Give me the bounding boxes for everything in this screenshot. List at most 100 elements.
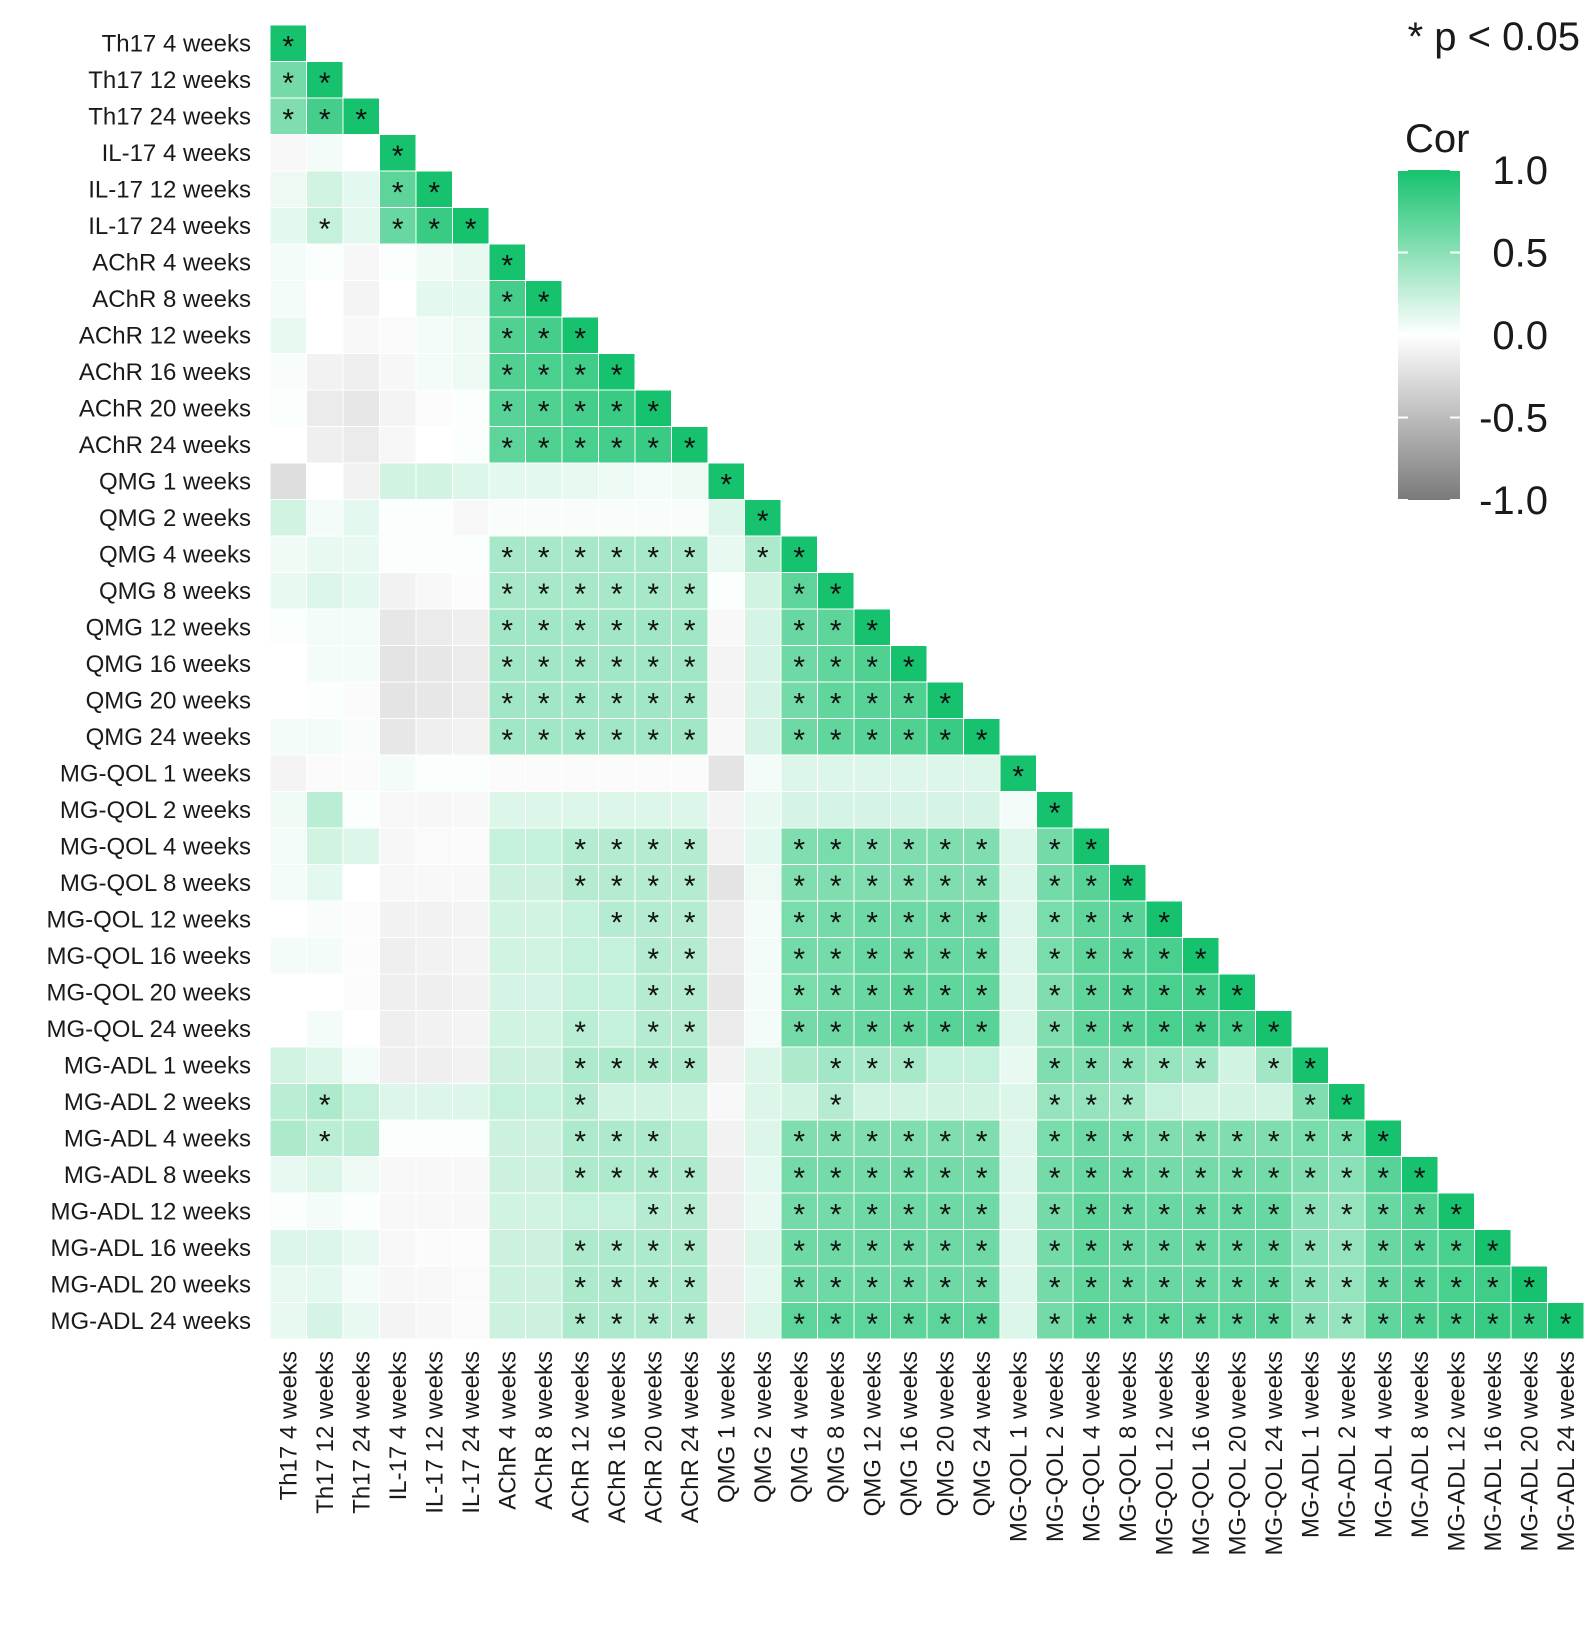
heatmap-cell: [379, 389, 417, 427]
heatmap-cell: [379, 827, 417, 865]
column-tick-label: QMG 16 weeks: [896, 1351, 923, 1516]
heatmap-cell: [342, 1083, 380, 1121]
heatmap-cell: [634, 1046, 672, 1084]
heatmap-cell: [561, 316, 599, 354]
heatmap-cell: [1401, 1229, 1439, 1267]
significance-star: *: [1158, 1198, 1170, 1231]
heatmap-cell: [415, 1302, 453, 1340]
heatmap-cell: [1218, 1046, 1256, 1084]
heatmap-cell: [598, 1302, 636, 1340]
heatmap-cell: [634, 389, 672, 427]
heatmap-cell: [744, 1265, 782, 1303]
significance-star: *: [976, 870, 988, 903]
heatmap-cell: [561, 754, 599, 792]
heatmap-cell: [999, 937, 1037, 975]
significance-star: *: [647, 1235, 659, 1268]
significance-star: *: [684, 651, 696, 684]
significance-star: *: [939, 1162, 951, 1195]
heatmap-cell: [525, 973, 563, 1011]
heatmap-cell: [306, 499, 344, 537]
heatmap-cell: [744, 681, 782, 719]
heatmap-cell: [342, 243, 380, 281]
heatmap-cell: [744, 572, 782, 610]
heatmap-cell: [671, 1302, 709, 1340]
heatmap-cell: [525, 499, 563, 537]
significance-star: *: [319, 1125, 331, 1158]
heatmap-cell: [452, 499, 490, 537]
significance-star: *: [903, 833, 915, 866]
significance-star: *: [611, 1235, 623, 1268]
heatmap-cell: [1145, 1010, 1183, 1048]
heatmap-cell: [269, 207, 307, 245]
heatmap-cell: [452, 864, 490, 902]
heatmap-cell: [853, 1119, 891, 1157]
significance-star: *: [392, 176, 404, 209]
significance-star: *: [830, 651, 842, 684]
heatmap-cell: [342, 280, 380, 318]
heatmap-cell: [306, 280, 344, 318]
significance-star: *: [1450, 1235, 1462, 1268]
heatmap-cell: [1036, 1302, 1074, 1340]
row-tick-label: QMG 4 weeks: [99, 541, 251, 568]
heatmap-cell: [707, 718, 745, 756]
significance-star: *: [538, 687, 550, 720]
heatmap-cell: [1291, 1192, 1329, 1230]
significance-star: *: [903, 1308, 915, 1341]
significance-star: *: [1158, 1052, 1170, 1085]
significance-star: *: [1049, 1162, 1061, 1195]
significance-star: *: [538, 322, 550, 355]
heatmap-cell: [379, 754, 417, 792]
heatmap-cell: [488, 827, 526, 865]
significance-star: *: [976, 979, 988, 1012]
significance-star: *: [465, 213, 477, 246]
heatmap-cell: [1328, 1265, 1366, 1303]
significance-star: *: [684, 541, 696, 574]
heatmap-cell: [817, 1265, 855, 1303]
heatmap-cell: [707, 608, 745, 646]
row-tick-label: IL-17 24 weeks: [88, 213, 251, 240]
column-tick-label: IL-17 12 weeks: [421, 1351, 448, 1514]
heatmap-cell: [525, 353, 563, 391]
significance-star: *: [1414, 1308, 1426, 1341]
significance-star: *: [830, 1198, 842, 1231]
significance-star: *: [1304, 1198, 1316, 1231]
heatmap-cell: [817, 718, 855, 756]
heatmap-cell: [379, 937, 417, 975]
heatmap-cell: [561, 791, 599, 829]
heatmap-cell: [488, 572, 526, 610]
heatmap-cell: [379, 718, 417, 756]
heatmap-cell: [926, 1046, 964, 1084]
column-tick-label: MG-QOL 12 weeks: [1151, 1351, 1178, 1556]
heatmap-cell: [1474, 1229, 1512, 1267]
heatmap-cell: [525, 864, 563, 902]
heatmap-cell: [890, 1083, 928, 1121]
significance-star: *: [1195, 1162, 1207, 1195]
significance-star: *: [611, 833, 623, 866]
heatmap-cell: [1109, 1156, 1147, 1194]
heatmap-cell: [634, 1265, 672, 1303]
heatmap-cell: [452, 535, 490, 573]
significance-star: *: [1158, 979, 1170, 1012]
heatmap-cell: [269, 1010, 307, 1048]
row-tick-label: Th17 12 weeks: [88, 67, 251, 94]
significance-star: *: [1231, 1308, 1243, 1341]
significance-star: *: [1377, 1271, 1389, 1304]
significance-star: *: [793, 1308, 805, 1341]
heatmap-cell: [744, 864, 782, 902]
heatmap-cell: [1218, 973, 1256, 1011]
heatmap-cell: [890, 1119, 928, 1157]
heatmap-cell: [890, 791, 928, 829]
heatmap-cell: [963, 718, 1001, 756]
row-tick-label: MG-ADL 4 weeks: [64, 1125, 251, 1152]
significance-star: *: [319, 103, 331, 136]
significance-star: *: [830, 979, 842, 1012]
heatmap-cell: [342, 134, 380, 172]
heatmap-cell: [598, 499, 636, 537]
significance-star: *: [611, 1125, 623, 1158]
heatmap-cell: [561, 1010, 599, 1048]
heatmap-cell: [342, 389, 380, 427]
heatmap-cell: [379, 645, 417, 683]
significance-star: *: [1122, 1235, 1134, 1268]
heatmap-cell: [525, 1156, 563, 1194]
heatmap-cell: [817, 754, 855, 792]
